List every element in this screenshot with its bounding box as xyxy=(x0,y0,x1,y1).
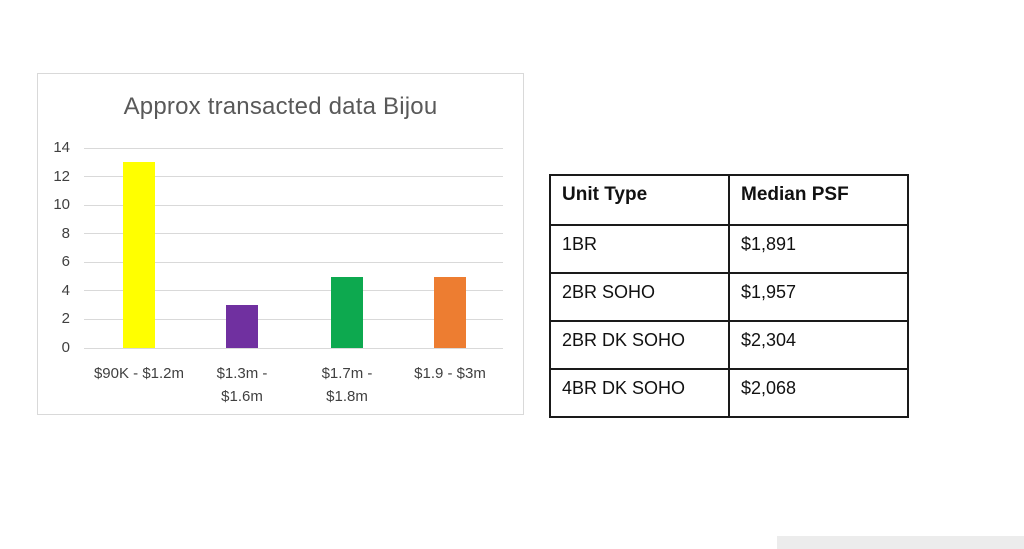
y-axis-tick-label: 0 xyxy=(61,339,70,356)
gridline xyxy=(84,147,503,149)
gridline xyxy=(84,204,503,206)
y-axis-tick-label: 2 xyxy=(61,310,70,328)
x-axis-category-label: $90K - $1.2m xyxy=(93,365,185,382)
cell-median-psf: $2,068 xyxy=(728,368,909,418)
x-axis-category-label: $1.7m - $1.8m xyxy=(321,365,373,405)
y-axis-tick-label: 10 xyxy=(53,196,70,214)
table-row: 2BR SOHO $1,957 xyxy=(549,272,909,322)
header-unit-type: Unit Type xyxy=(549,174,730,226)
gridline xyxy=(84,261,503,263)
cell-unit-type: 2BR SOHO xyxy=(549,272,730,322)
gridline xyxy=(84,347,503,349)
cell-unit-type: 1BR xyxy=(549,224,730,274)
bar-1 xyxy=(123,162,155,348)
chart-panel: Approx transacted data Bijou 0 2 4 6 8 10 12 14… xyxy=(37,73,524,415)
gridline xyxy=(84,290,503,292)
bar-3 xyxy=(331,277,363,348)
table-header-row: Unit Type Median PSF xyxy=(549,174,909,226)
chart-title: Approx transacted data Bijou xyxy=(123,93,438,120)
x-axis-category-label: $1.9 - $3m xyxy=(414,365,486,382)
cell-median-psf: $1,957 xyxy=(728,272,909,322)
unit-psf-table: Unit Type Median PSF 1BR $1,891 2BR SOHO… xyxy=(549,174,909,418)
table-row: 2BR DK SOHO $2,304 xyxy=(549,320,909,370)
y-axis-tick-label: 4 xyxy=(61,281,70,299)
bar-2 xyxy=(226,305,258,348)
gridline xyxy=(84,176,503,178)
cell-median-psf: $2,304 xyxy=(728,320,909,370)
x-axis-category-label: $1.3m - $1.6m xyxy=(216,365,268,405)
cell-unit-type: 2BR DK SOHO xyxy=(549,320,730,370)
y-axis-tick-label: 8 xyxy=(61,224,70,242)
y-axis-tick-label: 14 xyxy=(53,139,70,156)
header-median-psf: Median PSF xyxy=(728,174,909,226)
table-row: 1BR $1,891 xyxy=(549,224,909,274)
bar-4 xyxy=(434,277,466,348)
cell-unit-type: 4BR DK SOHO xyxy=(549,368,730,418)
gridline xyxy=(84,318,503,320)
y-axis-tick-label: 12 xyxy=(53,167,70,185)
bar-chart-plot: 0 2 4 6 8 10 12 14 $90K - $1.2m $1.3m - $1.6m $1.7m… xyxy=(38,74,523,414)
cell-median-psf: $1,891 xyxy=(728,224,909,274)
table-row: 4BR DK SOHO $2,068 xyxy=(549,368,909,418)
bottom-right-strip xyxy=(777,536,1024,549)
y-axis-tick-label: 6 xyxy=(61,253,70,271)
gridline xyxy=(84,233,503,235)
